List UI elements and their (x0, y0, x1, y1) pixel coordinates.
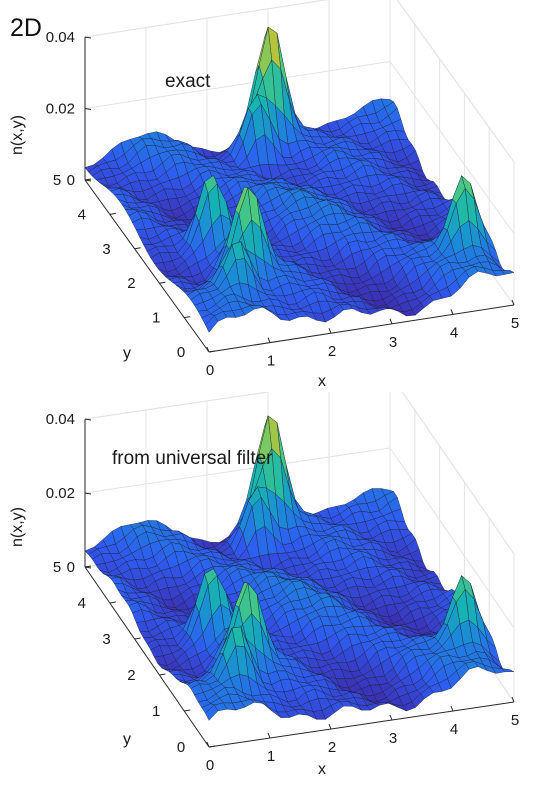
surface-patch (205, 704, 219, 721)
x-tick-label: 4 (450, 324, 458, 341)
surface-mesh (84, 415, 515, 721)
x-axis-label: x (318, 373, 326, 390)
x-tick-label: 5 (511, 712, 519, 729)
axes (84, 418, 515, 748)
x-tick-label: 2 (328, 343, 336, 360)
y-tick-label: 3 (102, 241, 110, 258)
x-tick-label: 3 (389, 730, 397, 747)
y-tick-label: 1 (152, 703, 160, 720)
z-tick-label: 0.02 (46, 101, 75, 118)
y-tick-label: 2 (127, 275, 135, 292)
panel-label: 2D (10, 14, 42, 42)
surface-mesh (84, 26, 515, 333)
z-tick-label: 0 (67, 172, 75, 189)
z-tick-label: 0.04 (46, 29, 75, 46)
x-tick-label: 3 (389, 334, 397, 351)
y-axis-label: y (123, 345, 131, 362)
axes (84, 36, 515, 353)
z-tick-label: 0.04 (46, 411, 75, 428)
x-tick-label: 0 (206, 757, 214, 774)
x-tick-label: 1 (267, 748, 275, 765)
z-axis-label: n(x,y) (9, 115, 26, 155)
plot-title: exact (165, 71, 211, 92)
y-tick-label: 4 (78, 595, 86, 612)
plot-title: from universal filter (112, 448, 273, 469)
x-tick-label: 1 (267, 353, 275, 370)
surface-patch (205, 315, 219, 333)
z-tick-label: 0 (67, 559, 75, 576)
x-tick-label: 2 (328, 739, 336, 756)
z-axis-label: n(x,y) (9, 507, 26, 547)
y-tick-label: 4 (78, 206, 86, 223)
y-tick-label: 2 (127, 667, 135, 684)
y-tick-label: 5 (53, 559, 61, 576)
y-tick-label: 0 (177, 739, 185, 756)
y-tick-label: 3 (102, 631, 110, 648)
y-tick-label: 1 (152, 310, 160, 327)
y-tick-label: 5 (53, 172, 61, 189)
x-tick-label: 5 (511, 315, 519, 332)
y-tick-label: 0 (177, 344, 185, 361)
y-axis-label: y (123, 731, 131, 748)
x-tick-label: 4 (450, 721, 458, 738)
x-tick-label: 0 (206, 362, 214, 379)
x-axis-label: x (318, 761, 326, 778)
z-tick-label: 0.02 (46, 485, 75, 502)
